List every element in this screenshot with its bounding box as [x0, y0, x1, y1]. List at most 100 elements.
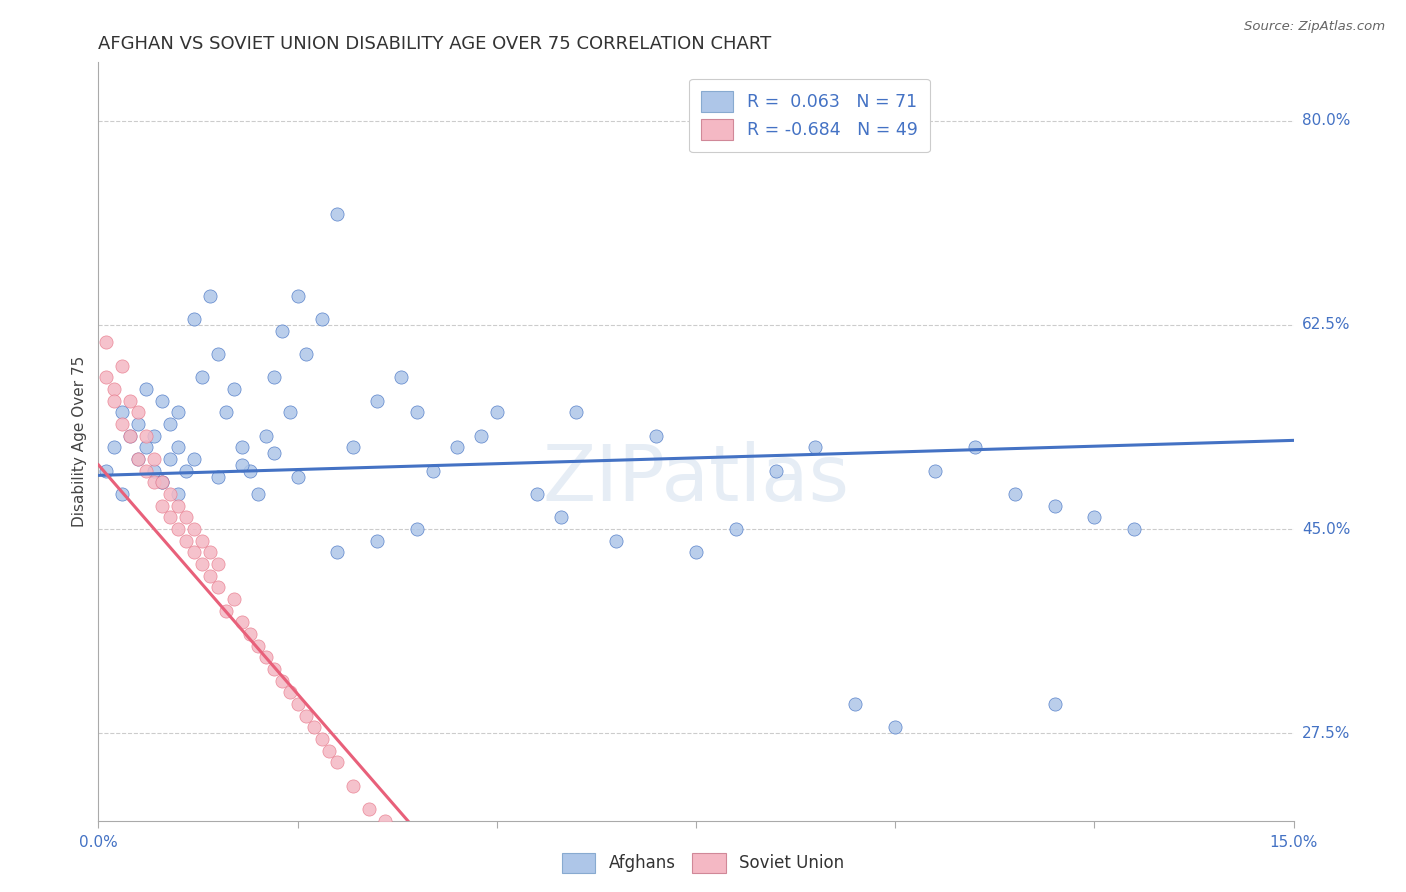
- Point: [294, 708, 316, 723]
- Point: [222, 382, 245, 396]
- Point: [389, 370, 412, 384]
- Point: [127, 417, 149, 431]
- Point: [287, 697, 309, 711]
- Point: [963, 441, 986, 455]
- Point: [96, 370, 118, 384]
- Point: [270, 673, 292, 688]
- Point: [239, 627, 262, 641]
- Point: [183, 452, 205, 467]
- Point: [342, 441, 364, 455]
- Point: [254, 428, 277, 442]
- Point: [294, 347, 316, 361]
- Point: [207, 347, 229, 361]
- Text: 80.0%: 80.0%: [1302, 113, 1350, 128]
- Point: [183, 545, 205, 559]
- Point: [127, 452, 149, 467]
- Point: [804, 441, 827, 455]
- Point: [167, 499, 190, 513]
- Point: [191, 557, 214, 571]
- Point: [150, 499, 173, 513]
- Text: 27.5%: 27.5%: [1302, 726, 1350, 740]
- Point: [191, 533, 214, 548]
- Point: [96, 464, 118, 478]
- Point: [446, 441, 468, 455]
- Point: [198, 568, 221, 582]
- Point: [605, 533, 627, 548]
- Text: 45.0%: 45.0%: [1302, 522, 1350, 536]
- Point: [167, 405, 190, 419]
- Point: [1083, 510, 1105, 524]
- Point: [278, 685, 301, 699]
- Text: 0.0%: 0.0%: [79, 835, 118, 850]
- Point: [198, 289, 221, 303]
- Point: [326, 545, 349, 559]
- Text: Source: ZipAtlas.com: Source: ZipAtlas.com: [1244, 20, 1385, 33]
- Point: [924, 464, 946, 478]
- Point: [359, 802, 381, 816]
- Point: [1043, 499, 1066, 513]
- Point: [150, 475, 173, 490]
- Point: [263, 662, 285, 676]
- Point: [724, 522, 747, 536]
- Point: [246, 487, 269, 501]
- Point: [159, 417, 181, 431]
- Point: [318, 744, 340, 758]
- Point: [143, 428, 166, 442]
- Point: [143, 464, 166, 478]
- Point: [302, 720, 325, 734]
- Point: [1043, 697, 1066, 711]
- Point: [246, 639, 269, 653]
- Point: [526, 487, 548, 501]
- Point: [191, 370, 214, 384]
- Point: [231, 458, 253, 472]
- Point: [884, 720, 907, 734]
- Point: [198, 545, 221, 559]
- Point: [844, 697, 866, 711]
- Point: [254, 650, 277, 665]
- Point: [150, 475, 173, 490]
- Point: [263, 370, 285, 384]
- Point: [135, 441, 157, 455]
- Point: [183, 522, 205, 536]
- Point: [231, 441, 253, 455]
- Legend: Afghans, Soviet Union: Afghans, Soviet Union: [555, 847, 851, 880]
- Point: [287, 289, 309, 303]
- Point: [406, 522, 429, 536]
- Point: [135, 428, 157, 442]
- Text: AFGHAN VS SOVIET UNION DISABILITY AGE OVER 75 CORRELATION CHART: AFGHAN VS SOVIET UNION DISABILITY AGE OV…: [98, 35, 772, 53]
- Point: [485, 405, 508, 419]
- Point: [207, 580, 229, 594]
- Point: [222, 592, 245, 607]
- Text: ZIPatlas: ZIPatlas: [543, 442, 849, 517]
- Point: [150, 475, 173, 490]
- Point: [207, 557, 229, 571]
- Point: [645, 428, 668, 442]
- Point: [231, 615, 253, 630]
- Point: [765, 464, 787, 478]
- Point: [374, 814, 396, 828]
- Point: [550, 510, 572, 524]
- Point: [215, 604, 238, 618]
- Point: [103, 441, 125, 455]
- Point: [96, 335, 118, 350]
- Point: [167, 441, 190, 455]
- Point: [366, 393, 388, 408]
- Point: [342, 779, 364, 793]
- Point: [470, 428, 492, 442]
- Point: [127, 452, 149, 467]
- Point: [159, 452, 181, 467]
- Point: [135, 382, 157, 396]
- Point: [263, 446, 285, 460]
- Point: [167, 487, 190, 501]
- Point: [278, 405, 301, 419]
- Point: [287, 469, 309, 483]
- Point: [406, 837, 429, 851]
- Point: [311, 731, 333, 746]
- Point: [174, 533, 197, 548]
- Point: [207, 469, 229, 483]
- Point: [159, 487, 181, 501]
- Point: [103, 393, 125, 408]
- Point: [111, 417, 134, 431]
- Point: [406, 405, 429, 419]
- Point: [111, 359, 134, 373]
